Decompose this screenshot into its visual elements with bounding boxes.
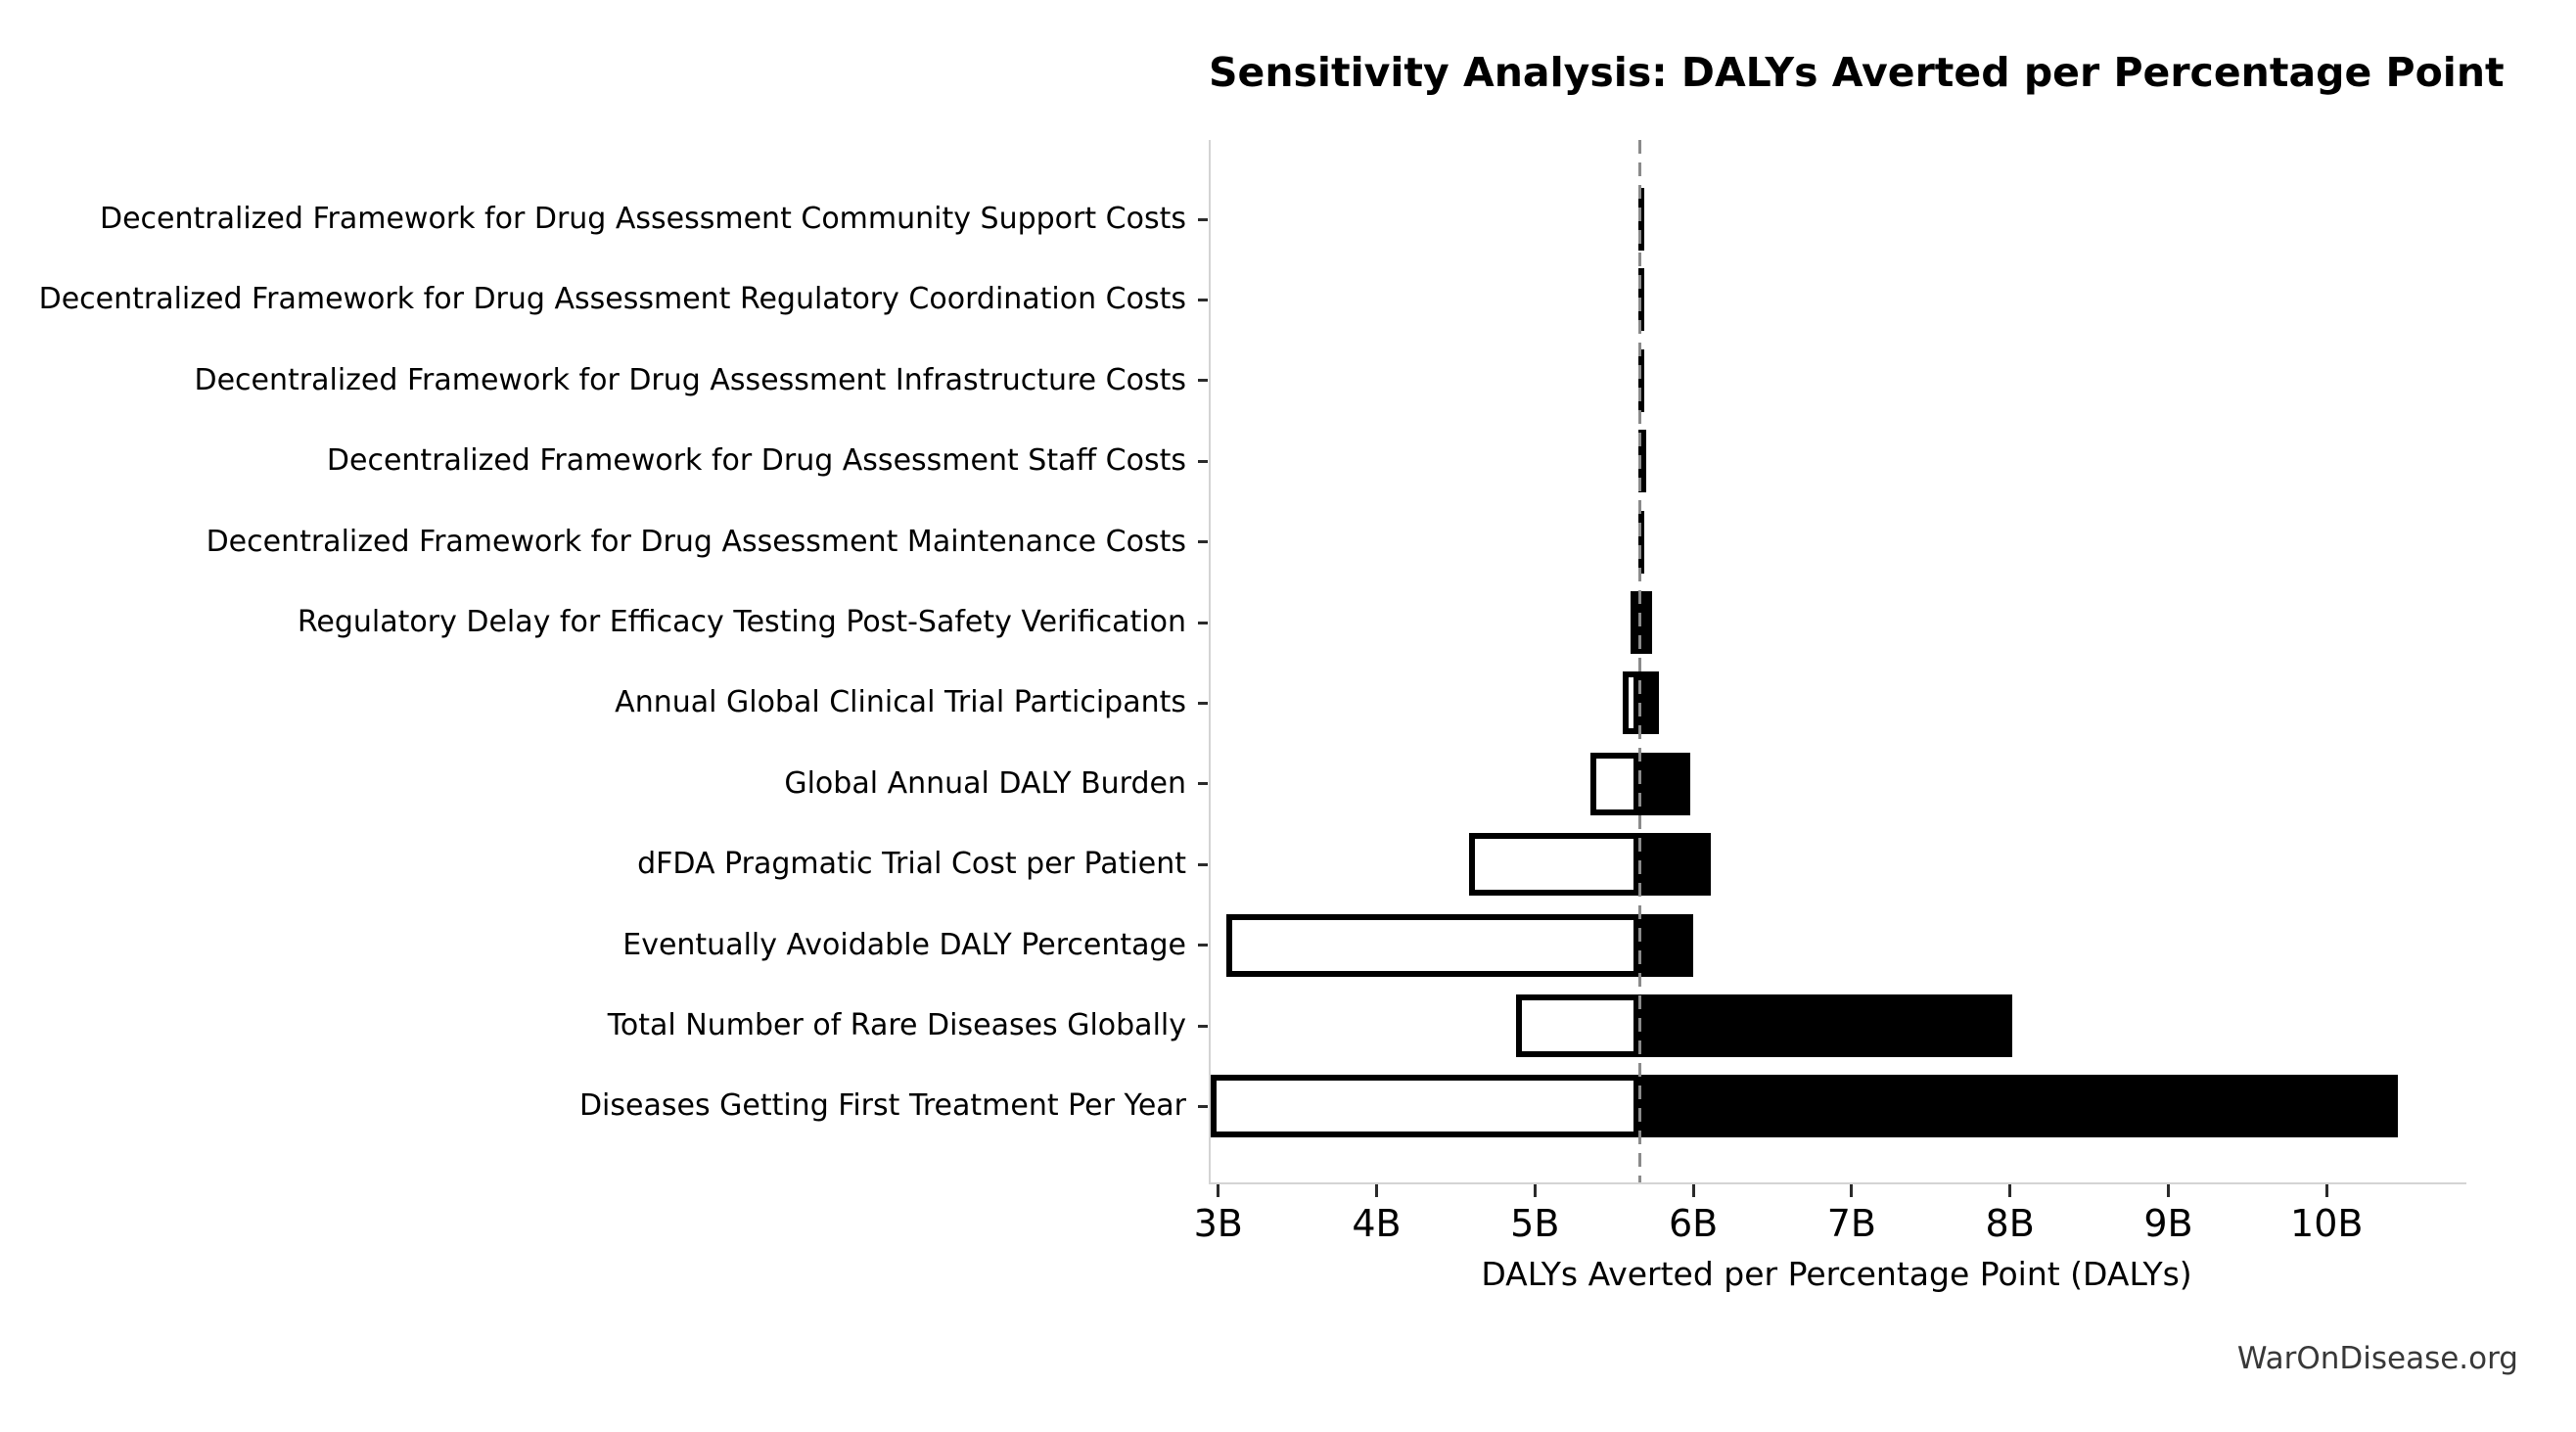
bar-low-segment <box>1622 671 1640 735</box>
watermark: WarOnDisease.org <box>2236 1341 2518 1376</box>
y-tick-mark <box>1198 217 1208 221</box>
bar-high-segment <box>1637 510 1645 574</box>
x-tick-label: 7B <box>1826 1202 1876 1245</box>
x-tick-label: 8B <box>1985 1202 2035 1245</box>
tornado-plot-area <box>1209 140 2466 1184</box>
bar-high-segment <box>1637 188 1645 251</box>
y-axis-label: Decentralized Framework for Drug Assessm… <box>100 202 1186 236</box>
x-tick-mark <box>1691 1184 1695 1197</box>
y-axis-label: Global Annual DALY Burden <box>784 765 1186 801</box>
x-tick-mark <box>2324 1184 2328 1197</box>
bar-low-segment <box>1211 1075 1640 1138</box>
y-tick-mark <box>1198 782 1208 786</box>
bar-high-segment <box>1639 752 1691 815</box>
bar-high-segment <box>1637 268 1645 332</box>
bar-high-segment <box>1637 430 1646 493</box>
bar-high-segment <box>1639 1075 2399 1138</box>
y-axis-label: Decentralized Framework for Drug Assessm… <box>38 282 1186 317</box>
y-axis-label: Decentralized Framework for Drug Assessm… <box>206 524 1186 559</box>
x-tick-label: 5B <box>1510 1202 1560 1245</box>
x-tick-label: 6B <box>1668 1202 1719 1245</box>
x-tick-label: 9B <box>2143 1202 2193 1245</box>
x-tick-mark <box>1217 1184 1220 1197</box>
y-axis-label: Decentralized Framework for Drug Assessm… <box>326 443 1186 479</box>
y-tick-mark <box>1198 1104 1208 1108</box>
y-axis-label: dFDA Pragmatic Trial Cost per Patient <box>637 847 1186 882</box>
bar-high-segment <box>1639 994 2012 1057</box>
y-tick-mark <box>1198 862 1208 866</box>
x-tick-mark <box>1850 1184 1854 1197</box>
bar-high-segment <box>1639 913 1694 977</box>
bar-high-segment <box>1639 833 1712 897</box>
x-tick-mark <box>2166 1184 2170 1197</box>
x-tick-label: 10B <box>2290 1202 2364 1245</box>
y-axis-label: Diseases Getting First Treatment Per Yea… <box>578 1088 1186 1124</box>
y-axis-label: Annual Global Clinical Trial Participant… <box>615 685 1186 720</box>
bar-low-segment <box>1468 833 1640 897</box>
y-tick-mark <box>1198 298 1208 301</box>
x-tick-mark <box>2008 1184 2012 1197</box>
x-tick-mark <box>1374 1184 1378 1197</box>
y-tick-mark <box>1198 1024 1208 1028</box>
chart-title: Sensitivity Analysis: DALYs Averted per … <box>1209 49 2505 96</box>
bar-high-segment <box>1639 671 1659 735</box>
y-axis-label: Regulatory Delay for Efficacy Testing Po… <box>297 605 1186 639</box>
x-tick-label: 3B <box>1193 1202 1243 1245</box>
y-tick-mark <box>1198 621 1208 624</box>
bar-low-segment <box>1516 994 1640 1057</box>
bar-low-segment <box>1590 752 1640 815</box>
y-axis-label: Eventually Avoidable DALY Percentage <box>622 927 1186 962</box>
baseline-dashed-line <box>1637 140 1641 1182</box>
y-tick-mark <box>1198 944 1208 947</box>
y-tick-mark <box>1198 459 1208 463</box>
x-tick-label: 4B <box>1352 1202 1402 1245</box>
y-tick-mark <box>1198 701 1208 705</box>
y-tick-mark <box>1198 540 1208 544</box>
bar-high-segment <box>1637 348 1645 412</box>
bar-high-segment <box>1630 591 1653 654</box>
y-axis-label: Total Number of Rare Diseases Globally <box>607 1008 1186 1042</box>
x-axis-title: DALYs Averted per Percentage Point (DALY… <box>1481 1255 2192 1293</box>
y-tick-mark <box>1198 379 1208 383</box>
bar-low-segment <box>1226 913 1640 977</box>
y-axis-label: Decentralized Framework for Drug Assessm… <box>194 362 1186 397</box>
x-tick-mark <box>1533 1184 1537 1197</box>
